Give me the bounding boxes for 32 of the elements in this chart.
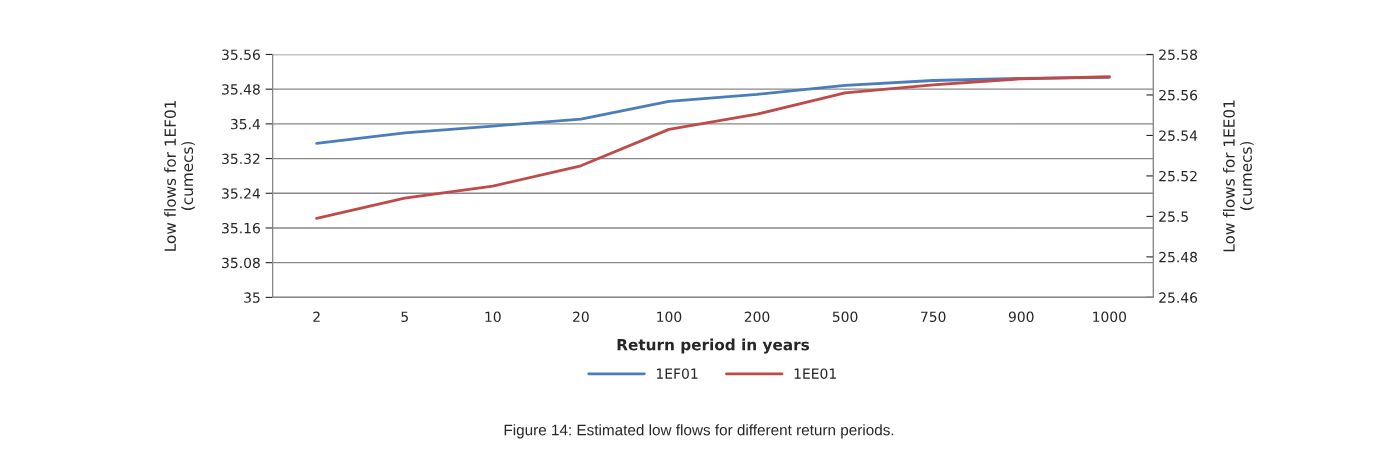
y2-tick-label: 25.5: [1159, 211, 1188, 222]
x-tick-label: 5: [401, 311, 408, 323]
y-tick-label: 35: [244, 292, 260, 303]
y2-axis-title: Low flows for 1EE01 (cumecs): [1222, 100, 1254, 252]
x-tick-label: 100: [657, 311, 682, 323]
legend-label: 1EE01: [794, 368, 836, 379]
y-tick-label: 35.24: [222, 188, 261, 199]
y2-tick-label: 25.54: [1159, 130, 1198, 141]
x-tick-label: 2: [313, 311, 320, 322]
y2-tick-label: 25.56: [1159, 89, 1198, 101]
x-tick-label: 500: [832, 311, 858, 323]
x-tick-label: 900: [1008, 311, 1034, 323]
y-tick-label: 35.32: [222, 153, 260, 165]
x-axis-title: Return period in years: [617, 338, 810, 354]
y2-tick-label: 25.48: [1159, 251, 1198, 263]
x-tick-label: 750: [921, 311, 946, 323]
x-tick-label: 1000: [1093, 311, 1127, 323]
y-tick-label: 35.56: [222, 49, 260, 60]
x-tick-label: 20: [573, 311, 589, 323]
caption: Figure 14: Estimated low flows for different return periods.: [504, 424, 894, 439]
y-tick-label: 35.08: [222, 257, 260, 269]
y-tick-label: 35.48: [222, 84, 260, 95]
line-series: [315, 75, 1111, 220]
y-tick-label: 35.16: [222, 222, 260, 234]
y-axis-title: Low flows for 1EF01 (cumecs): [164, 100, 195, 251]
x-tick-label: 200: [744, 311, 770, 323]
legend-label: 1EF01: [656, 368, 698, 379]
y2-tick-label: 25.58: [1159, 49, 1198, 60]
y2-tick-label: 25.46: [1159, 292, 1198, 303]
y2-tick-label: 25.52: [1159, 170, 1197, 182]
x-tick-label: 10: [485, 311, 501, 323]
y-tick-label: 35.4: [230, 118, 261, 130]
